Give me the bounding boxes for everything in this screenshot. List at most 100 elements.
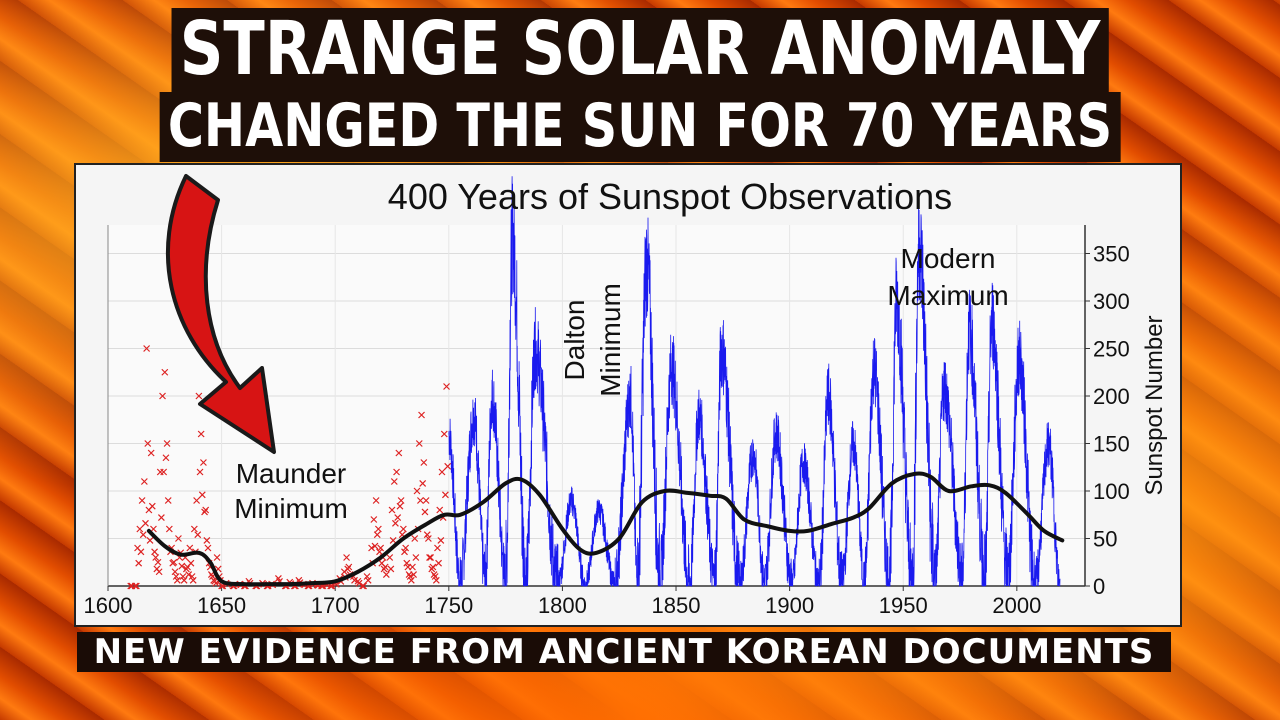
y-tick-label: 100 bbox=[1093, 479, 1130, 504]
observation-marker bbox=[202, 506, 210, 514]
observation-marker bbox=[431, 573, 439, 580]
observation-marker bbox=[422, 497, 430, 504]
observation-marker bbox=[399, 525, 407, 533]
observation-marker bbox=[162, 454, 170, 462]
observation-marker bbox=[415, 440, 423, 447]
observation-marker bbox=[189, 576, 197, 584]
x-tick-label: 1900 bbox=[765, 593, 814, 618]
observation-marker bbox=[147, 449, 155, 457]
observation-marker bbox=[186, 544, 194, 552]
monthly-sunspot-line bbox=[448, 176, 1061, 588]
y-tick-label: 150 bbox=[1093, 432, 1130, 457]
annotation-maunder-line2: Minimum bbox=[234, 493, 348, 524]
observation-marker bbox=[363, 573, 371, 580]
observation-marker bbox=[155, 568, 163, 576]
observation-marker bbox=[388, 506, 396, 514]
observation-marker bbox=[403, 559, 411, 567]
observation-marker bbox=[131, 582, 139, 590]
observation-marker bbox=[196, 468, 204, 476]
x-tick-label: 1850 bbox=[652, 593, 701, 618]
observation-marker bbox=[160, 468, 168, 476]
headline-line-2: CHANGED THE SUN FOR 70 YEARS bbox=[159, 92, 1121, 162]
y-axis-label: Sunspot Number bbox=[1141, 315, 1168, 495]
annotation-modern-line1: Modern bbox=[901, 243, 996, 274]
observation-marker bbox=[376, 548, 383, 556]
observation-marker bbox=[172, 573, 180, 580]
observation-marker bbox=[154, 558, 162, 566]
observation-marker bbox=[395, 449, 403, 457]
observation-marker bbox=[377, 544, 385, 552]
subtitle-text: NEW EVIDENCE FROM ANCIENT KOREAN DOCUMEN… bbox=[93, 632, 1155, 672]
y-tick-label: 350 bbox=[1093, 242, 1130, 267]
observation-marker bbox=[368, 544, 375, 552]
annotation-dalton-line2: Minimum bbox=[595, 283, 626, 397]
sunspot-chart: 1600 1650 1700 1750 1800 1850 1900 1950 2000 0 50 1… bbox=[84, 176, 1168, 618]
observation-marker bbox=[423, 531, 431, 539]
observation-marker bbox=[390, 478, 398, 485]
observation-marker bbox=[424, 535, 432, 542]
y-tick-label: 200 bbox=[1093, 384, 1130, 409]
observation-marker bbox=[438, 468, 446, 476]
observation-marker bbox=[373, 531, 381, 539]
x-tick-label: 1950 bbox=[879, 593, 928, 618]
observation-marker bbox=[157, 514, 165, 522]
annotation-dalton: Dalton Minimum bbox=[559, 283, 626, 397]
observation-marker bbox=[146, 536, 154, 544]
observation-marker bbox=[412, 554, 420, 561]
observation-marker bbox=[159, 392, 166, 400]
observation-marker bbox=[138, 497, 146, 504]
observation-marker bbox=[407, 576, 415, 584]
observation-marker bbox=[432, 576, 440, 584]
observation-marker bbox=[381, 563, 389, 571]
annotation-maunder-line1: Maunder bbox=[236, 458, 347, 489]
observation-marker bbox=[359, 582, 366, 590]
observation-marker bbox=[418, 411, 425, 419]
y-tick-label: 250 bbox=[1093, 337, 1130, 362]
observation-marker bbox=[364, 576, 372, 584]
observation-marker bbox=[421, 508, 429, 516]
observation-marker bbox=[212, 579, 220, 587]
observation-marker bbox=[360, 582, 368, 590]
observation-marker bbox=[409, 563, 416, 571]
x-tick-label: 2000 bbox=[992, 593, 1041, 618]
observation-marker bbox=[135, 559, 143, 567]
subtitle-banner: NEW EVIDENCE FROM ANCIENT KOREAN DOCUMEN… bbox=[77, 632, 1171, 672]
observation-marker bbox=[441, 491, 449, 499]
observation-marker bbox=[200, 459, 207, 466]
observation-marker bbox=[396, 502, 404, 510]
observation-marker bbox=[419, 479, 427, 487]
observation-marker bbox=[148, 502, 156, 510]
observation-marker bbox=[436, 506, 444, 514]
observation-marker bbox=[411, 535, 419, 542]
observation-marker bbox=[410, 571, 418, 579]
observation-marker bbox=[420, 459, 428, 466]
x-tick-label: 1750 bbox=[424, 593, 473, 618]
observation-marker bbox=[440, 430, 448, 438]
annotation-modern-line2: Maximum bbox=[887, 280, 1008, 311]
observation-marker bbox=[142, 519, 149, 527]
observation-marker bbox=[434, 544, 441, 552]
observation-marker bbox=[426, 554, 433, 561]
observation-marker bbox=[382, 571, 390, 579]
x-tick-label: 1800 bbox=[538, 593, 587, 618]
observation-marker bbox=[345, 563, 353, 571]
observation-marker bbox=[416, 497, 424, 504]
observation-marker bbox=[402, 544, 410, 552]
observation-marker bbox=[387, 565, 395, 573]
observation-marker bbox=[151, 548, 159, 556]
observation-marker bbox=[152, 554, 160, 561]
headline-line-1: STRANGE SOLAR ANOMALY bbox=[171, 8, 1109, 92]
observation-marker bbox=[386, 554, 394, 561]
observation-marker bbox=[165, 525, 173, 533]
observation-marker bbox=[370, 516, 378, 523]
observation-marker bbox=[175, 535, 182, 542]
chart-panel: 1600 1650 1700 1750 1800 1850 1900 1950 2000 0 50 1… bbox=[74, 163, 1182, 627]
smoothed-average-line bbox=[146, 471, 1065, 587]
observation-marker bbox=[343, 554, 350, 561]
observation-marker bbox=[180, 576, 188, 584]
observation-marker bbox=[193, 497, 201, 504]
annotation-dalton-line1: Dalton bbox=[559, 300, 590, 381]
observation-marker bbox=[203, 536, 211, 544]
chart-title: 400 Years of Sunspot Observations bbox=[388, 176, 952, 217]
observation-marker bbox=[198, 491, 206, 499]
